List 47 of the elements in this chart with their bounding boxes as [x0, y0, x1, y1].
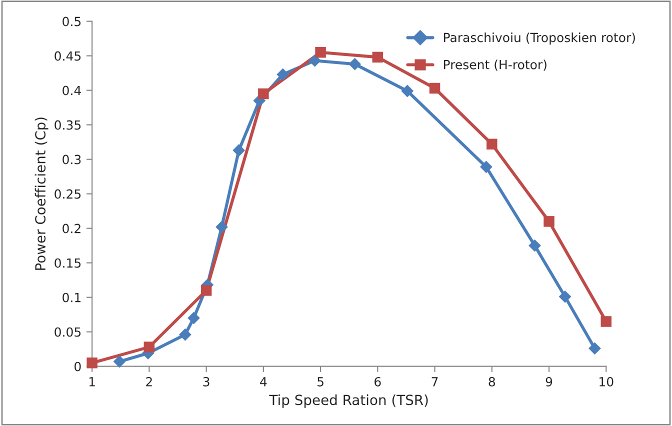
x-tick-label: 3 — [203, 376, 210, 386]
point — [401, 84, 414, 98]
point — [544, 216, 554, 227]
point — [232, 144, 246, 157]
point — [528, 239, 541, 252]
x-tick-label: 7 — [432, 377, 438, 386]
point — [486, 138, 498, 150]
point — [315, 46, 326, 58]
point — [372, 52, 384, 63]
x-tick-label: 9 — [546, 376, 552, 386]
point — [600, 316, 612, 327]
x-tick-label: 10 — [600, 376, 614, 386]
point — [216, 220, 228, 234]
y-tick-label: 0.05 — [54, 327, 81, 337]
point — [258, 88, 269, 100]
point — [200, 285, 212, 296]
legend-label: Paraschivoiu (Troposkien rotor) — [444, 32, 635, 45]
x-axis-title: Tip Speed Ration (TSR) — [269, 394, 428, 408]
point — [429, 82, 440, 94]
y-tick-label: 0.1 — [62, 292, 80, 302]
y-axis-title: Power Coefficient (Cp) — [34, 118, 48, 270]
x-tick-label: 1 — [89, 377, 95, 386]
point — [178, 328, 192, 341]
x-tick-label: 6 — [374, 376, 381, 386]
point — [276, 68, 290, 81]
y-tick-label: 0.35 — [54, 120, 81, 130]
y-tick-label: 0.4 — [62, 86, 81, 96]
legend-label: Present (H-rotor) — [444, 60, 546, 71]
y-tick-label: 0 — [74, 362, 81, 372]
point — [188, 312, 200, 324]
point — [113, 355, 126, 368]
y-tick-label: 0.2 — [62, 224, 80, 234]
y-tick-label: 0.25 — [54, 189, 81, 199]
y-tick-label: 0.45 — [54, 51, 81, 61]
y-tick-label: 0.15 — [54, 258, 81, 268]
x-tick-label: 5 — [318, 377, 324, 386]
point — [348, 58, 362, 70]
y-tick-label: 0.3 — [62, 154, 81, 164]
point — [558, 290, 572, 303]
point — [308, 54, 322, 67]
x-tick-label: 2 — [146, 376, 152, 386]
point — [480, 160, 492, 174]
x-tick-label: 4 — [260, 377, 267, 386]
point — [588, 342, 601, 355]
y-tick-label: 0.5 — [62, 16, 81, 26]
point — [144, 342, 155, 352]
x-tick-label: 8 — [488, 376, 496, 386]
